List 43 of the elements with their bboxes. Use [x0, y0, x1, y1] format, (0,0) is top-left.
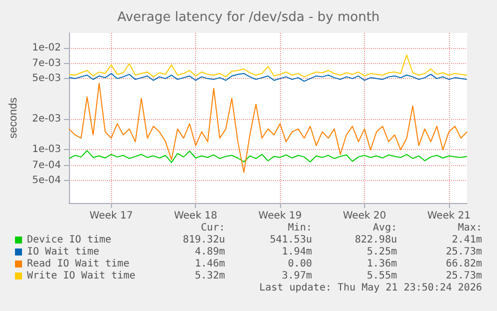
- y-tick-label: 5e-04: [32, 174, 61, 186]
- text: 5.32m: [194, 270, 225, 282]
- text: 1.36m: [366, 258, 397, 270]
- y-tick-label: 1e-03: [32, 144, 61, 156]
- text: 2.41m: [452, 234, 482, 246]
- y-tick-label: 2e-03: [32, 114, 61, 125]
- text: 541.53u: [270, 234, 312, 246]
- text: Max:: [458, 222, 482, 234]
- x-tick-label: Week 19: [258, 210, 302, 222]
- y-tick-label: 7e-03: [32, 58, 61, 70]
- y-axis-title: seconds: [8, 97, 20, 138]
- text: 5.55m: [366, 270, 397, 282]
- y-tick-label: 1e-02: [32, 42, 61, 54]
- text: Cur:: [200, 222, 225, 234]
- line-series: [68, 73, 468, 82]
- line-series: [68, 54, 468, 78]
- text: 5.25m: [366, 246, 397, 258]
- text: 819.32u: [182, 234, 225, 246]
- x-tick-label: Week 20: [342, 210, 386, 222]
- chart-title: Average latency for /dev/sda - by month: [117, 10, 380, 25]
- x-tick-label: Week 21: [427, 210, 471, 222]
- text: 1.46m: [194, 258, 225, 270]
- x-tick-label: Week 18: [174, 210, 218, 222]
- text: 4.89m: [194, 246, 225, 258]
- text: 66.82m: [446, 258, 482, 270]
- line-series: [68, 150, 468, 163]
- legend-label: IO Wait time: [27, 246, 100, 258]
- text: 3.97m: [282, 270, 312, 282]
- legend-label: Read IO Wait time: [27, 258, 130, 270]
- y-tick-label: 5e-03: [32, 73, 61, 84]
- text: 25.73m: [446, 246, 482, 258]
- legend-label: Write IO Wait time: [27, 270, 136, 282]
- y-tick-label: 7e-04: [32, 160, 61, 172]
- text: 0.00: [288, 258, 312, 270]
- line-series: [68, 82, 468, 173]
- text: 1.94m: [282, 246, 312, 258]
- legend-label: Device IO time: [27, 234, 112, 246]
- text: 25.73m: [446, 270, 482, 282]
- text: Last update: Thu May 21 23:50:24 2026: [259, 282, 482, 294]
- text: 822.98u: [354, 234, 397, 246]
- text: Avg:: [372, 222, 397, 234]
- text: Min:: [288, 222, 312, 234]
- x-tick-label: Week 17: [90, 210, 133, 222]
